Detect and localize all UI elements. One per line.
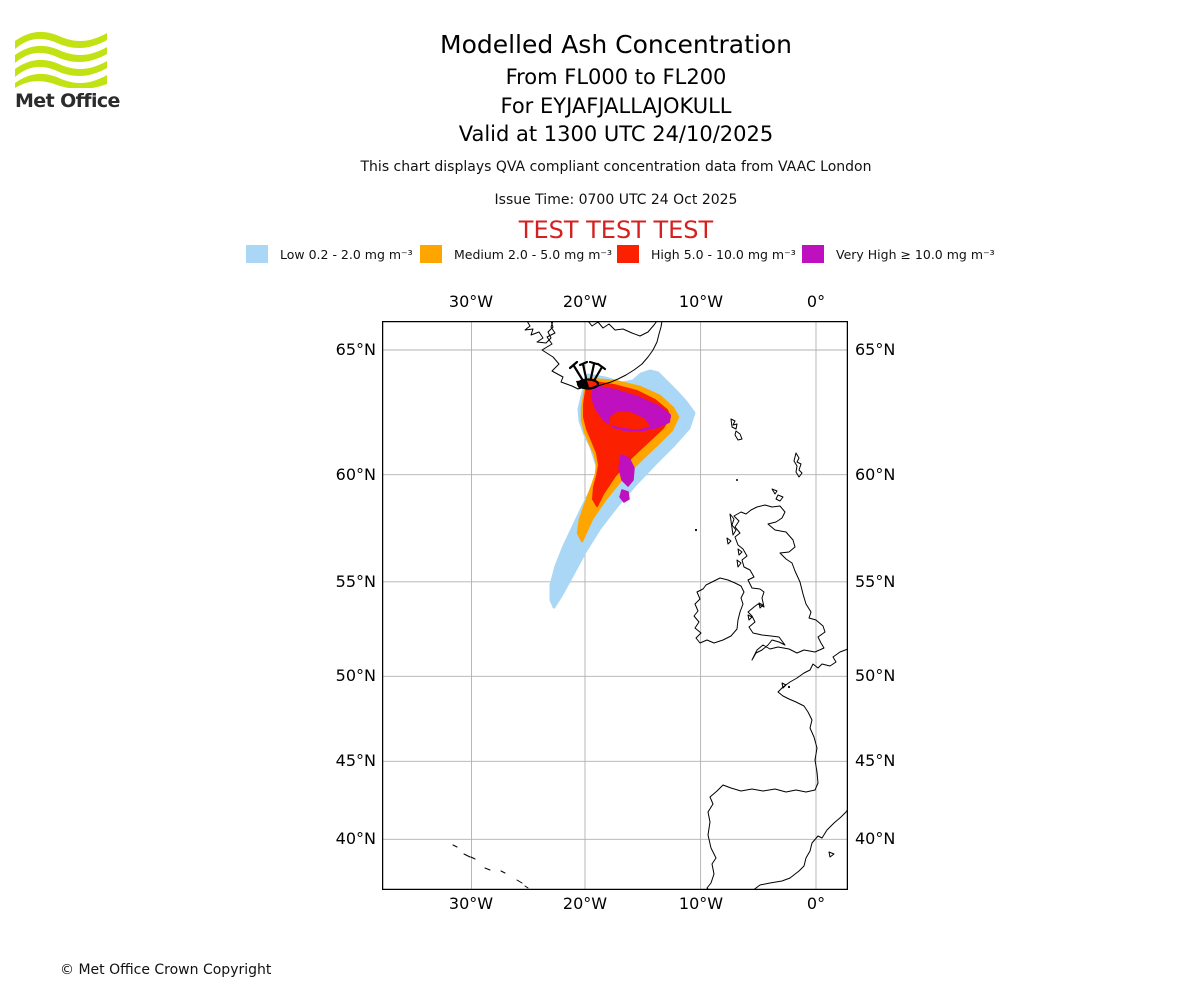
lon-tick-bottom-0: 0° [806,894,826,913]
chart-subtitle-flight-levels: From FL000 to FL200 [505,65,727,89]
coast-iceland-westfjords [524,321,554,344]
volcano-marker-icon [568,360,607,390]
legend-label-medium: Medium 2.0 - 5.0 mg m⁻³ [454,246,613,262]
lon-tick-bottom-10w: 10°W [678,894,724,913]
ash-plume-very-high-streak-1 [618,454,635,487]
lat-tick-left-50n: 50°N [335,666,376,685]
coast-channel-islands [781,682,787,689]
lat-tick-left-40n: 40°N [335,829,376,848]
coast-iceland-north [587,321,658,337]
lon-tick-top-10w: 10°W [678,292,724,311]
logo-wordmark: Met Office [15,90,120,112]
ash-plume-high-notch [609,411,650,430]
lat-tick-right-45n: 45°N [855,751,896,770]
map-gridlines [382,321,848,890]
coast-hebrides [726,513,743,568]
compliance-note: This chart displays QVA compliant concen… [360,159,872,175]
lon-tick-bottom-30w: 30°W [448,894,494,913]
coast-azores [452,844,529,889]
lat-tick-right-40n: 40°N [855,829,896,848]
map-plot [382,321,848,890]
lat-tick-right-50n: 50°N [855,666,896,685]
coast-balearic [828,851,835,858]
chart-subtitle-valid-time: Valid at 1300 UTC 24/10/2025 [458,122,774,146]
lat-tick-left-55n: 55°N [335,572,376,591]
lat-tick-left-60n: 60°N [335,465,376,484]
lat-tick-right-55n: 55°N [855,572,896,591]
logo-waves-icon [15,31,107,90]
met-office-logo [15,28,107,90]
legend-label-low: Low 0.2 - 2.0 mg m⁻³ [280,246,413,262]
legend-swatch-high [617,245,639,263]
issue-time: Issue Time: 0700 UTC 24 Oct 2025 [494,192,738,208]
lon-tick-top-20w: 20°W [562,292,608,311]
map-frame [382,321,848,890]
legend-swatch-low [246,245,268,263]
coast-ireland [693,577,745,644]
lat-tick-right-60n: 60°N [855,465,896,484]
coast-orkney [771,488,784,502]
legend-item-medium: Medium 2.0 - 5.0 mg m⁻³ [420,245,612,263]
coast-spain-mediterranean [752,808,848,890]
legend-item-low: Low 0.2 - 2.0 mg m⁻³ [246,245,413,263]
coast-great-britain [733,504,826,661]
lat-tick-left-65n: 65°N [335,340,376,359]
lat-tick-left-45n: 45°N [335,751,376,770]
legend-swatch-medium [420,245,442,263]
coast-faroe-islands [730,418,743,441]
lon-tick-bottom-20w: 20°W [562,894,608,913]
coast-france-iberia [706,648,848,890]
coast-isle-of-man [758,602,764,609]
legend-item-high: High 5.0 - 10.0 mg m⁻³ [617,245,796,263]
chart-subtitle-volcano: For EYJAFJALLAJOKULL [500,94,732,118]
lat-tick-right-65n: 65°N [855,340,896,359]
chart-title: Modelled Ash Concentration [440,30,792,59]
ash-plume-very-high-streak-2 [619,489,630,503]
test-banner: TEST TEST TEST [518,216,714,244]
legend-label-very-high: Very High ≥ 10.0 mg m⁻³ [836,246,995,262]
legend-item-very-high: Very High ≥ 10.0 mg m⁻³ [802,245,995,263]
copyright-note: © Met Office Crown Copyright [60,962,272,978]
coast-anglesey [747,614,753,621]
islet-north-rona [736,479,738,481]
lon-tick-top-30w: 30°W [448,292,494,311]
legend-label-high: High 5.0 - 10.0 mg m⁻³ [651,246,796,262]
islet-channel [787,685,791,689]
legend-swatch-very-high [802,245,824,263]
islet-st-kilda [694,528,698,532]
lon-tick-top-0: 0° [806,292,826,311]
coast-shetland [793,452,803,478]
